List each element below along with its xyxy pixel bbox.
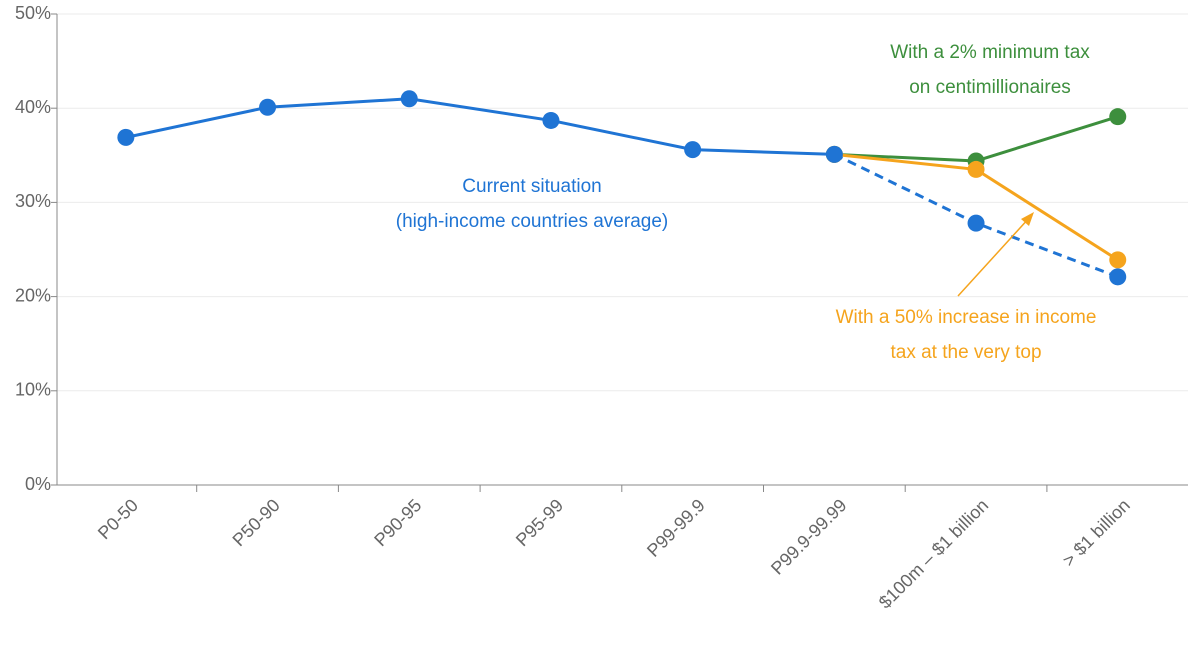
data-point	[684, 141, 702, 159]
data-point	[542, 111, 560, 129]
series-label: With a 50% increase in income	[836, 307, 1097, 328]
data-point	[1109, 268, 1127, 286]
x-tick-label: P95-99	[512, 495, 567, 550]
data-point	[400, 90, 418, 108]
data-point	[1109, 108, 1127, 126]
y-tick-label: 50%	[15, 3, 51, 23]
data-point	[259, 98, 277, 116]
annotation-arrow	[957, 216, 1031, 297]
y-tick-label: 30%	[15, 191, 51, 211]
y-tick-label: 10%	[15, 380, 51, 400]
data-point	[967, 214, 985, 232]
x-tick-label: P90-95	[370, 495, 425, 550]
series-line	[125, 97, 835, 156]
y-tick-label: 0%	[25, 474, 51, 494]
annotation-arrowhead	[1021, 212, 1034, 226]
x-tick-label: P0-50	[94, 495, 142, 543]
x-tick-label: P50-90	[229, 495, 284, 550]
series-label: (high-income countries average)	[396, 211, 668, 232]
series-label: on centimillionaires	[909, 77, 1071, 98]
data-point	[825, 145, 843, 163]
data-point	[1109, 251, 1127, 269]
series-label: With a 2% minimum tax	[890, 42, 1090, 63]
series-label: tax at the very top	[890, 342, 1041, 363]
series-label: Current situation	[462, 176, 601, 197]
y-tick-label: 20%	[15, 285, 51, 305]
x-tick-label: P99-99.9	[643, 495, 709, 561]
x-tick-label: $100m – $1 billion	[875, 495, 992, 612]
y-tick-label: 40%	[15, 97, 51, 117]
x-tick-label: P99.9-99.99	[767, 495, 850, 578]
data-point	[967, 160, 985, 178]
x-tick-label: > $1 billion	[1059, 495, 1134, 570]
data-point	[117, 128, 135, 146]
